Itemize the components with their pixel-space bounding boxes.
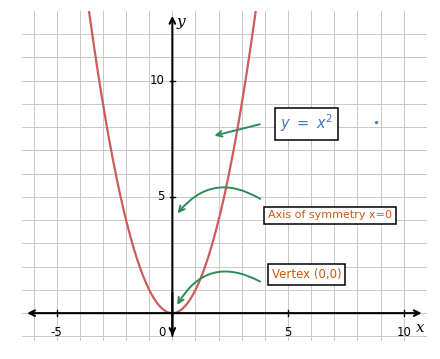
- Text: x: x: [415, 321, 424, 335]
- Text: 5: 5: [157, 190, 164, 203]
- Text: -5: -5: [51, 326, 62, 339]
- Text: $y\ =\ x^2$: $y\ =\ x^2$: [280, 113, 333, 134]
- Text: Axis of symmetry x=0: Axis of symmetry x=0: [268, 210, 392, 220]
- Text: y: y: [176, 15, 185, 29]
- Text: 10: 10: [150, 74, 164, 87]
- Text: Vertex (0,0): Vertex (0,0): [272, 268, 341, 281]
- Text: 5: 5: [284, 326, 292, 339]
- Text: 0: 0: [158, 326, 165, 339]
- Text: 10: 10: [396, 326, 411, 339]
